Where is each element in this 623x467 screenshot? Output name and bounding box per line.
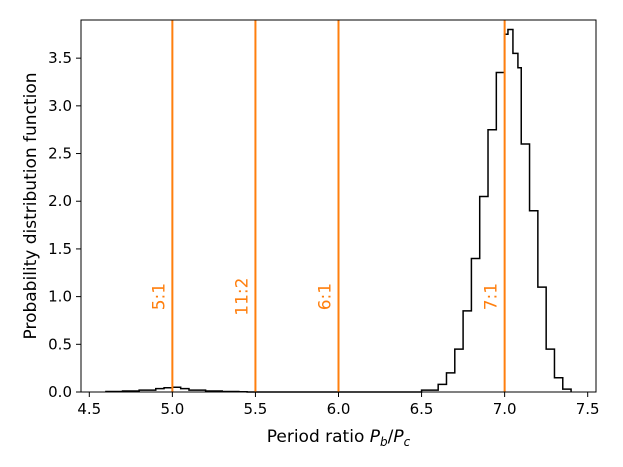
y-tick-label: 0.0 (48, 383, 72, 401)
resonance-lines: 5:1 11:2 6:1 7:1 (149, 20, 506, 392)
y-tick-label: 1.5 (48, 240, 72, 258)
y-tick-label: 3.5 (48, 49, 72, 67)
x-tick-label: 7.0 (493, 400, 517, 418)
x-axis-ticks: 4.5 5.0 5.5 6.0 6.5 7.0 7.5 (77, 392, 600, 418)
x-tick-label: 6.0 (327, 400, 351, 418)
x-tick-label: 4.5 (77, 400, 101, 418)
resonance-label-0: 5:1 (149, 283, 169, 310)
y-tick-label: 1.0 (48, 288, 72, 306)
y-tick-label: 2.5 (48, 145, 72, 163)
x-label-symbol: P (370, 427, 381, 447)
resonance-label-1: 11:2 (232, 278, 252, 316)
x-label-separator: / (388, 427, 394, 447)
x-tick-label: 6.5 (410, 400, 434, 418)
x-tick-label: 5.5 (244, 400, 268, 418)
y-tick-label: 0.5 (48, 335, 72, 353)
resonance-label-2: 6:1 (316, 283, 336, 310)
y-axis-label: Probability distribution function (21, 73, 41, 340)
y-tick-label: 2.0 (48, 192, 72, 210)
resonance-label-3: 7:1 (482, 283, 502, 310)
y-axis-ticks: 0.0 0.5 1.0 1.5 2.0 2.5 3.0 3.5 (48, 49, 81, 401)
y-tick-label: 3.0 (48, 97, 72, 115)
x-tick-label: 5.0 (160, 400, 184, 418)
x-label-subscript: b (380, 435, 388, 449)
x-label-symbol: P (393, 427, 404, 447)
x-tick-label: 7.5 (576, 400, 600, 418)
x-label-subscript: c (404, 435, 411, 449)
x-label-text: Period ratio (267, 427, 370, 447)
x-axis-label: Period ratio Pb/Pc (267, 427, 411, 449)
